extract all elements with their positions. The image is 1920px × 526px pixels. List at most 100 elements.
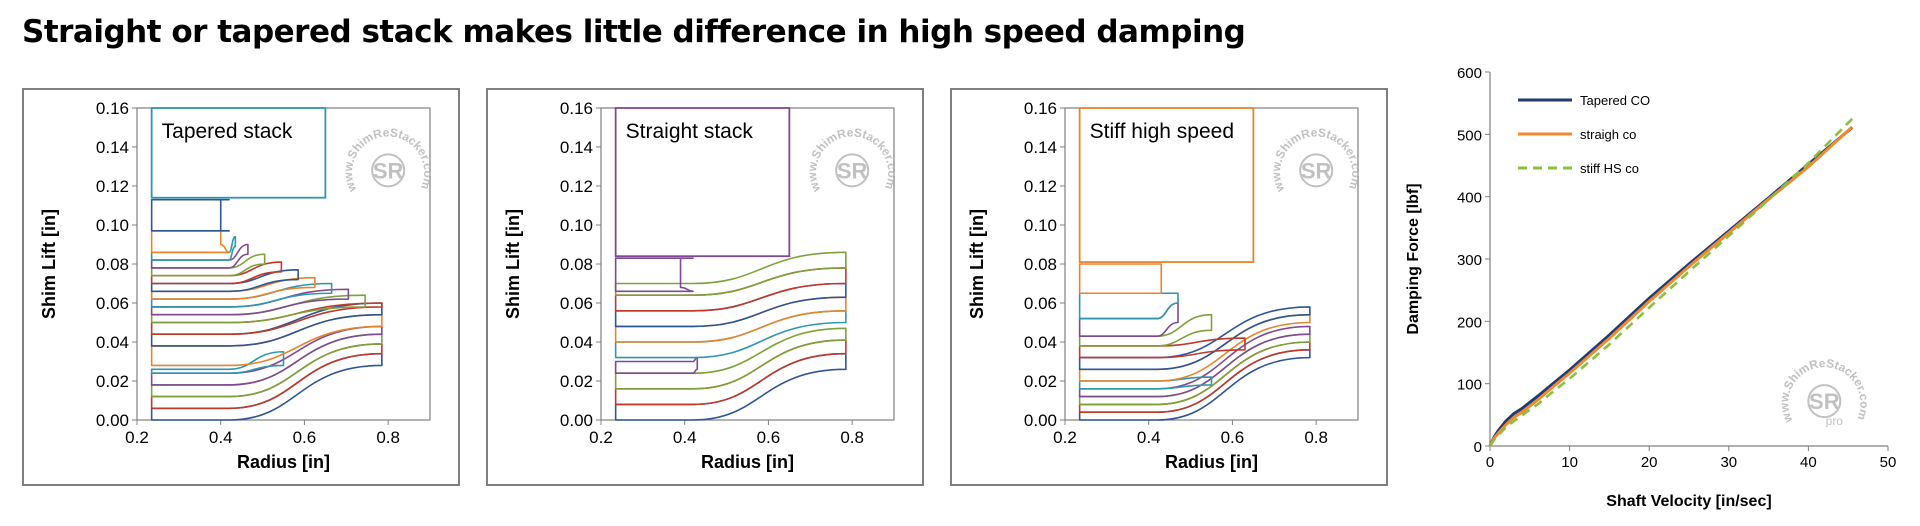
- damping-x-tick-label: 10: [1561, 454, 1578, 471]
- stiff-shim-10: [1078, 292, 1179, 320]
- straight-y-tick-label: 0.04: [560, 333, 593, 352]
- tapered-shim-3: [150, 325, 383, 386]
- damping-x-axis-title: Shaft Velocity [in/sec]: [1606, 493, 1771, 510]
- stiff-x-tick-label: 0.4: [1137, 428, 1161, 447]
- stiff-panel-title: Stiff high speed: [1090, 120, 1234, 143]
- damping-series-line-2: [1488, 117, 1854, 447]
- tapered-y-tick-label: 0.08: [96, 255, 129, 274]
- tapered-shim-17: [150, 230, 230, 254]
- tapered-y-axis-title: Shim Lift [in]: [39, 209, 59, 319]
- stiff-watermark-sr: SR: [1301, 158, 1332, 183]
- stiff-shim-3: [1078, 325, 1311, 398]
- stiff-y-axis-title: Shim Lift [in]: [967, 209, 987, 319]
- straight-y-tick-label: 0.06: [560, 294, 593, 313]
- damping-axes: 0 100 200 300 400 500 600 0 10 20 30 40 50 Shaft Velo…: [1405, 65, 1896, 510]
- tapered-y-tick-label: 0.16: [96, 99, 129, 118]
- straight-shim-4: [614, 310, 847, 359]
- straight-axes: 0.00 0.02 0.04 0.06 0.08 0.10 0.12 0.14 0.16 0.2 0…: [503, 99, 895, 472]
- stiff-y-tick-label: 0.16: [1024, 99, 1057, 118]
- stiff-y-tick-label: 0.12: [1024, 177, 1057, 196]
- stiff-shim-9: [1078, 302, 1179, 337]
- tapered-shim-18: [150, 198, 230, 232]
- damping-x-tick-label: 20: [1641, 454, 1658, 471]
- tapered-x-tick-label: 0.4: [209, 428, 233, 447]
- tapered-shim-12: [150, 269, 299, 293]
- straight-x-axis-title: Radius [in]: [701, 452, 794, 472]
- straight-x-tick-label: 0.2: [589, 428, 613, 447]
- straight-shim-8: [614, 251, 847, 296]
- tapered-panel-title: Tapered stack: [162, 120, 293, 143]
- stiff-x-tick-label: 0.8: [1304, 428, 1328, 447]
- straight-y-tick-label: 0.00: [560, 411, 593, 430]
- damping-y-tick-label: 200: [1457, 314, 1482, 331]
- tapered-y-tick-label: 0.14: [96, 138, 129, 157]
- tapered-x-tick-label: 0.6: [293, 428, 317, 447]
- tapered-clamp-shim: [150, 107, 327, 199]
- damping-y-tick-label: 100: [1457, 377, 1482, 394]
- tapered-shim-14: [150, 253, 266, 277]
- stiff-y-tick-label: 0.04: [1024, 333, 1057, 352]
- tapered-axes: 0.00 0.02 0.04 0.06 0.08 0.10 0.12 0.14 0.16 0.2 0…: [39, 99, 431, 472]
- stiff-shim-6: [1078, 306, 1311, 371]
- tapered-y-tick-label: 0.06: [96, 294, 129, 313]
- tapered-y-tick-label: 0.02: [96, 372, 129, 391]
- figure-title: Straight or tapered stack makes little d…: [22, 14, 1246, 50]
- stiff-shim-5: [1078, 313, 1311, 382]
- straight-shim-6: [614, 282, 847, 328]
- tapered-watermark-sr: SR: [373, 158, 404, 183]
- tapered-watermark-circle: [371, 153, 406, 188]
- stiff-shim-7: [1078, 337, 1246, 359]
- straight-y-tick-label: 0.12: [560, 177, 593, 196]
- tapered-y-tick-label: 0.12: [96, 177, 129, 196]
- tapered-y-tick-label: 0.00: [96, 411, 129, 430]
- stiff-shim-stack: Stiff high speed: [1078, 107, 1311, 421]
- damping-x-tick-label: 40: [1800, 454, 1817, 471]
- tapered-shim-15: [150, 243, 249, 269]
- damping-y-tick-label: 300: [1457, 252, 1482, 269]
- damping-legend-label-1: straigh co: [1580, 127, 1636, 142]
- tapered-x-tick-label: 0.8: [376, 428, 400, 447]
- straight-clamp-shim: [614, 107, 791, 258]
- straight-panel-title: Straight stack: [626, 120, 754, 143]
- tapered-y-tick-label: 0.10: [96, 216, 129, 235]
- damping-watermark-circle: [1807, 384, 1842, 419]
- damping-y-tick-label: 500: [1457, 127, 1482, 144]
- straight-shim-2: [614, 327, 847, 390]
- straight-y-tick-label: 0.02: [560, 372, 593, 391]
- tapered-y-tick-label: 0.04: [96, 333, 129, 352]
- straight-y-tick-label: 0.08: [560, 255, 593, 274]
- tapered-shim-stack: Tapered stack: [150, 107, 383, 421]
- damping-legend-label-0: Tapered CO: [1580, 93, 1650, 108]
- straight-y-tick-label: 0.10: [560, 216, 593, 235]
- straight-watermark-circle: [835, 153, 870, 188]
- tapered-shim-16: [150, 235, 237, 261]
- tapered-x-axis-title: Radius [in]: [237, 452, 330, 472]
- stiff-x-tick-label: 0.2: [1053, 428, 1077, 447]
- stiff-y-tick-label: 0.06: [1024, 294, 1057, 313]
- straight-y-axis-title: Shim Lift [in]: [503, 209, 523, 319]
- straight-y-tick-label: 0.14: [560, 138, 593, 157]
- stiff-y-tick-label: 0.10: [1024, 216, 1057, 235]
- straight-watermark-sr: SR: [837, 158, 868, 183]
- straight-shim-5: [614, 296, 847, 343]
- straight-x-tick-label: 0.6: [757, 428, 781, 447]
- straight-x-tick-label: 0.8: [840, 428, 864, 447]
- straight-shim-stack: Straight stack: [614, 107, 847, 421]
- straight-y-tick-label: 0.16: [560, 99, 593, 118]
- damping-watermark-sr: SR: [1809, 389, 1840, 414]
- damping-x-tick-label: 0: [1486, 454, 1494, 471]
- damping-legend: Tapered CO straigh co stiff HS co: [1518, 93, 1650, 176]
- stiff-shim-8: [1078, 313, 1213, 347]
- tapered-shim-13: [150, 261, 283, 285]
- tapered-x-tick-label: 0.2: [125, 428, 149, 447]
- straight-shim-0: [614, 352, 847, 421]
- damping-y-tick-label: 600: [1457, 65, 1482, 82]
- damping-x-tick-label: 50: [1880, 454, 1897, 471]
- damping-series: [1488, 117, 1854, 447]
- straight-x-tick-label: 0.4: [673, 428, 697, 447]
- damping-y-axis-title: Damping Force [lbf]: [1405, 183, 1422, 334]
- stiff-clamp-shim: [1078, 107, 1255, 263]
